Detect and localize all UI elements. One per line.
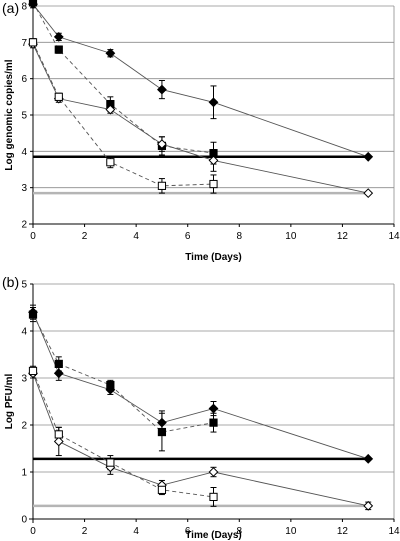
x-tick-label: 6: [185, 231, 191, 242]
x-axis-title: Time (Days): [185, 252, 242, 263]
data-point-square-filled: [28, 310, 38, 319]
data-point-square-filled: [54, 45, 63, 54]
x-tick-label: 2: [82, 231, 88, 242]
x-tick-label: 12: [337, 526, 349, 537]
series-line: [32, 314, 214, 433]
y-tick-label: 5: [21, 280, 27, 291]
x-axis-title: Time (Days): [185, 530, 242, 541]
y-tick-label: 3: [21, 374, 27, 385]
x-tick-label: 0: [30, 231, 36, 242]
series-line: [32, 42, 214, 187]
data-point-diamond-filled: [53, 31, 64, 42]
y-axis-title: Log PFU/ml: [4, 374, 15, 430]
data-point-square-filled: [54, 359, 63, 368]
data-point-square-filled: [106, 380, 115, 390]
x-tick-label: 12: [337, 231, 349, 242]
data-point-square-open: [106, 158, 115, 167]
data-point-square-open: [54, 430, 63, 439]
data-point-diamond-filled: [208, 97, 219, 108]
series-line: [32, 312, 369, 460]
y-tick-label: 6: [21, 74, 27, 85]
data-point-diamond-filled: [208, 403, 219, 414]
x-tick-label: 10: [285, 231, 297, 242]
series-line: [32, 373, 369, 507]
x-tick-label: 10: [285, 526, 297, 537]
data-point-diamond-filled: [105, 48, 116, 59]
y-tick-label: 8: [21, 2, 27, 13]
data-point-diamond-open: [105, 104, 116, 115]
y-tick-label: 5: [21, 111, 27, 122]
data-point-diamond-filled: [53, 368, 64, 379]
y-tick-label: 1: [21, 468, 27, 479]
y-axis-title: Log genomic copies/ml: [4, 59, 15, 170]
x-tick-label: 8: [237, 526, 243, 537]
x-tick-label: 14: [388, 526, 400, 537]
data-point-square-open: [106, 458, 115, 467]
y-tick-label: 2: [21, 421, 27, 432]
y-tick-label: 3: [21, 183, 27, 194]
data-point-diamond-filled: [157, 417, 167, 428]
data-point-square-open: [28, 366, 38, 376]
data-point-square-open: [28, 38, 38, 47]
x-tick-label: 14: [388, 231, 400, 242]
data-point-square-open: [209, 179, 218, 189]
series-line: [32, 3, 369, 158]
y-tick-label: 2: [21, 220, 27, 231]
data-point-square-filled: [209, 418, 218, 427]
x-tick-label: 4: [133, 231, 139, 242]
y-tick-label: 7: [21, 38, 27, 49]
panel-label: (a): [2, 0, 19, 16]
data-point-diamond-open: [363, 500, 374, 511]
series-line: [32, 2, 214, 154]
y-tick-label: 0: [21, 515, 27, 526]
data-point-square-open: [157, 485, 167, 494]
data-point-diamond-filled: [363, 151, 374, 162]
data-point-diamond-open: [157, 139, 167, 149]
y-tick-label: 4: [21, 327, 27, 338]
data-point-diamond-open: [363, 188, 374, 199]
panel-label: (b): [2, 274, 19, 290]
data-point-diamond-open: [208, 155, 219, 166]
data-point-diamond-open: [208, 467, 219, 477]
data-point-square-open: [209, 492, 218, 502]
series-line: [32, 43, 369, 194]
data-point-square-open: [54, 92, 63, 101]
data-point-square-open: [157, 181, 167, 190]
x-tick-label: 6: [185, 526, 191, 537]
data-point-square-filled: [157, 427, 167, 437]
x-tick-label: 8: [237, 231, 243, 242]
x-tick-label: 4: [133, 526, 139, 537]
y-tick-label: 4: [21, 147, 27, 158]
x-tick-label: 0: [30, 526, 36, 537]
data-point-diamond-open: [53, 436, 64, 447]
x-tick-label: 2: [82, 526, 88, 537]
data-point-diamond-filled: [363, 453, 374, 464]
data-point-square-filled: [28, 0, 38, 7]
data-point-diamond-filled: [157, 84, 167, 95]
